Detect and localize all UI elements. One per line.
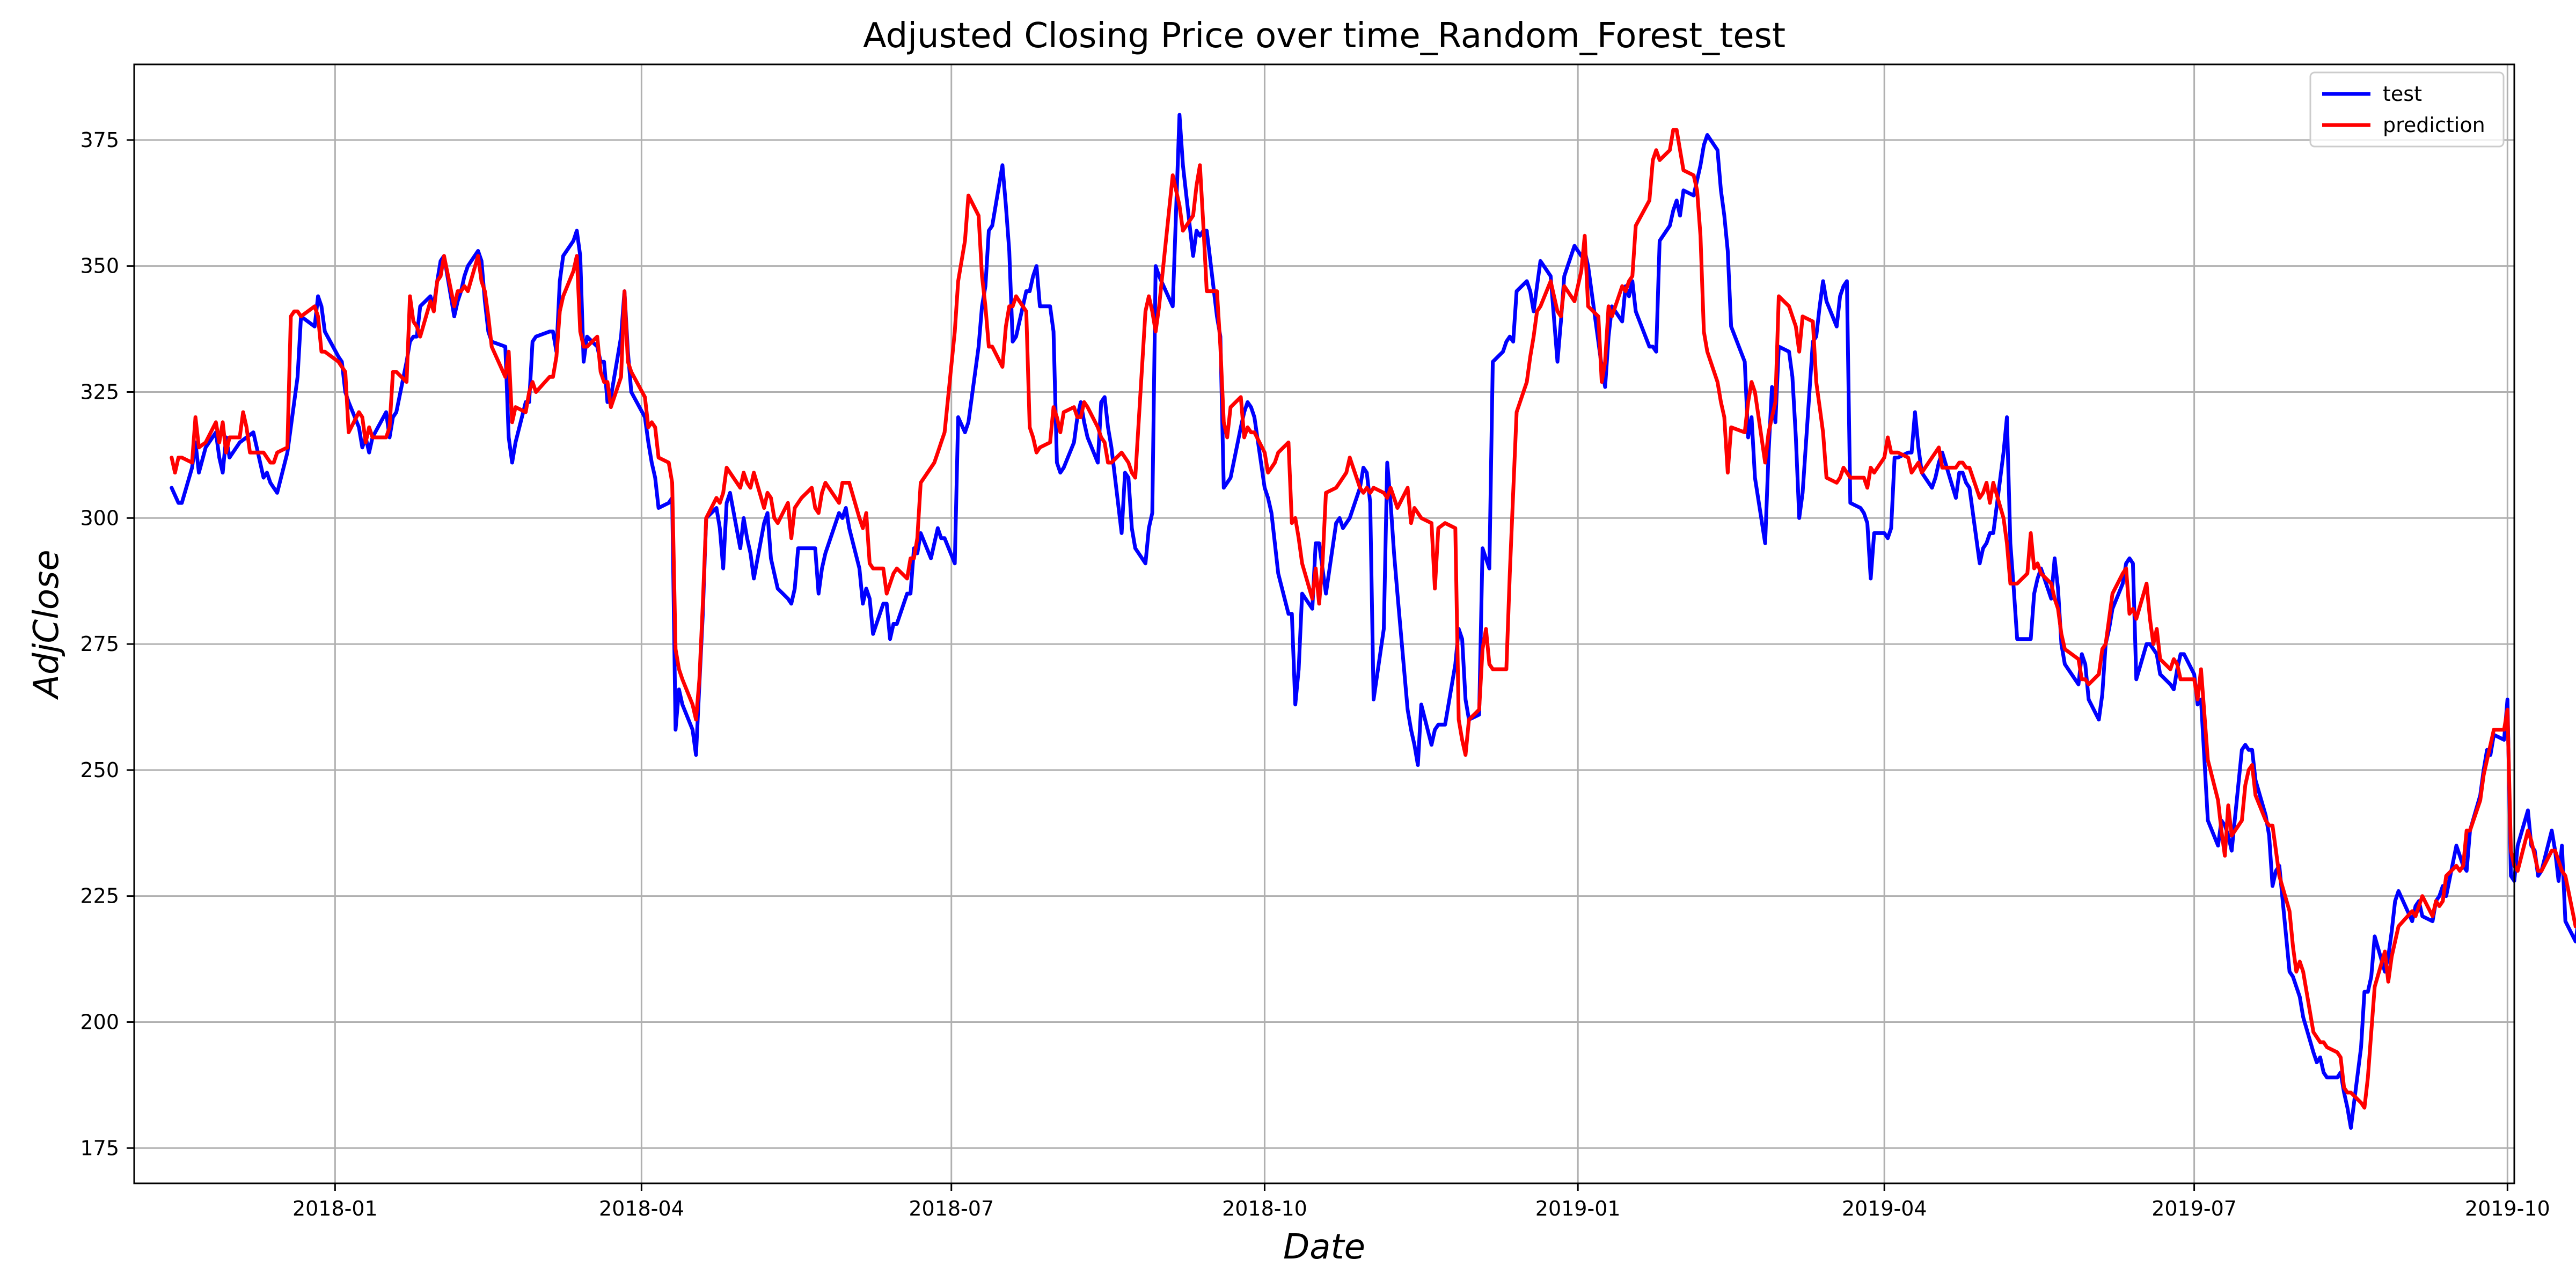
plot-frame	[133, 63, 2515, 1184]
y-tick-label: 250	[80, 758, 119, 782]
x-tick-label: 2019-04	[1842, 1197, 1927, 1220]
x-tick-label: 2018-04	[599, 1197, 684, 1220]
y-tick-label: 200	[80, 1010, 119, 1034]
x-axis-label: Date	[1283, 1227, 1365, 1267]
axis-ticks: 2018-01 2018-04 2018-07 2018-10 2019-01 2019-…	[80, 128, 2550, 1220]
y-tick-label: 350	[80, 254, 119, 278]
series-line-prediction	[170, 128, 2576, 1110]
legend: test prediction	[2309, 71, 2505, 148]
y-tick-label: 325	[80, 380, 119, 404]
y-tick-label: 300	[80, 506, 119, 530]
y-axis-label: AdjClose	[27, 550, 67, 700]
y-tick-label: 375	[80, 128, 119, 152]
y-tick-label: 225	[80, 884, 119, 908]
x-tick-label: 2018-07	[909, 1197, 994, 1220]
legend-box	[2309, 71, 2505, 148]
x-tick-label: 2019-07	[2151, 1197, 2237, 1220]
x-tick-label: 2019-10	[2465, 1197, 2550, 1220]
y-tick-label: 275	[80, 632, 119, 656]
x-tick-label: 2019-01	[1535, 1197, 1621, 1220]
y-tick-label: 175	[80, 1136, 119, 1160]
series-group	[170, 113, 2576, 1130]
x-tick-label: 2018-01	[292, 1197, 378, 1220]
x-tick-label: 2018-10	[1222, 1197, 1307, 1220]
legend-label-prediction: prediction	[2383, 113, 2485, 137]
legend-label-test: test	[2383, 82, 2422, 106]
chart-title: Adjusted Closing Price over time_Random_…	[863, 16, 1785, 56]
